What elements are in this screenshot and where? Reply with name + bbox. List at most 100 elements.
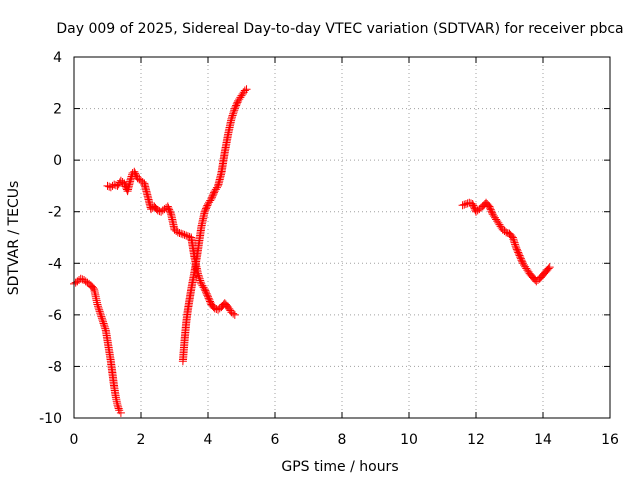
data-point (495, 220, 504, 229)
data-point (523, 266, 532, 275)
data-point (130, 167, 139, 176)
y-tick-label: -2 (48, 205, 62, 221)
data-point (488, 208, 497, 217)
x-tick-label: 6 (271, 432, 280, 448)
data-point (93, 300, 102, 309)
series-track-3 (178, 85, 251, 366)
data-point (206, 196, 215, 205)
series-track-2 (103, 167, 239, 319)
data-point (500, 227, 509, 236)
data-point (461, 199, 470, 208)
x-tick-label: 8 (338, 432, 347, 448)
data-point (212, 305, 221, 314)
data-point (237, 91, 246, 100)
data-point (76, 274, 85, 283)
y-tick-label: -10 (39, 411, 62, 427)
data-point (522, 264, 531, 273)
data-point (492, 215, 501, 224)
data-point (195, 273, 204, 282)
data-point (203, 201, 212, 210)
data-point (178, 230, 187, 239)
data-point (229, 109, 238, 118)
data-point (114, 402, 123, 411)
data-point (100, 321, 109, 330)
data-point (131, 169, 140, 178)
data-point (458, 201, 467, 210)
data-point (511, 242, 520, 251)
x-tick-labels: 0 2 4 6 8 10 12 14 16 (70, 432, 619, 448)
data-point (545, 263, 554, 272)
series-track-1 (70, 274, 125, 417)
y-tick-label: -6 (48, 308, 62, 324)
data-point (97, 312, 106, 321)
y-tick-label: 4 (53, 50, 62, 66)
data-point (228, 113, 237, 122)
data-point (518, 257, 527, 266)
x-axis-label: GPS time / hours (281, 459, 398, 475)
data-point (494, 218, 503, 227)
x-tick-label: 16 (601, 432, 619, 448)
y-tick-label: 2 (53, 102, 62, 118)
data-point (105, 182, 114, 191)
data-point (508, 233, 517, 242)
data-point (229, 108, 238, 117)
data-point (96, 309, 105, 318)
data-point (99, 319, 108, 328)
data-point (510, 238, 519, 247)
data-point (131, 170, 140, 179)
data-point (544, 264, 553, 273)
data-point (155, 207, 164, 216)
data-point (242, 85, 251, 94)
data-point (199, 283, 208, 292)
data-point (180, 230, 189, 239)
y-tick-label: -4 (48, 256, 62, 272)
data-point (465, 198, 474, 207)
axis-ticks (73, 56, 611, 419)
data-point (94, 303, 103, 312)
data-point (100, 322, 109, 331)
data-point (99, 317, 108, 326)
data-point (511, 240, 520, 249)
x-tick-label: 4 (204, 432, 213, 448)
y-tick-labels: -10 -8 -6 -4 -2 0 2 4 (39, 50, 62, 427)
data-point (95, 305, 104, 314)
data-point (196, 278, 205, 287)
data-point (78, 275, 87, 284)
data-point (98, 316, 107, 325)
data-point (196, 276, 205, 285)
data-point (194, 271, 203, 280)
data-point (177, 229, 186, 238)
data-point (175, 228, 184, 237)
data-point (230, 106, 239, 115)
data-point (228, 111, 237, 120)
data-point (182, 231, 191, 240)
x-tick-label: 12 (467, 432, 485, 448)
data-point (173, 228, 182, 237)
x-tick-label: 2 (137, 432, 146, 448)
data-point (172, 227, 181, 236)
x-tick-label: 14 (534, 432, 552, 448)
x-tick-label: 10 (400, 432, 418, 448)
data-point (94, 302, 103, 311)
data-point (502, 228, 511, 237)
data-point (240, 86, 249, 95)
data-point (97, 314, 106, 323)
grid-lines (74, 57, 610, 418)
data-point (460, 200, 469, 209)
data-point (509, 235, 518, 244)
data-point (493, 217, 502, 226)
data-point (114, 404, 123, 413)
data-point (238, 89, 247, 98)
data-point (88, 283, 97, 292)
data-point (227, 114, 236, 123)
data-point (233, 98, 242, 107)
x-tick-label: 0 (70, 432, 79, 448)
data-point (230, 310, 239, 319)
data-point (229, 309, 238, 318)
data-point (95, 307, 104, 316)
data-marks (70, 85, 554, 417)
series-track-4 (458, 198, 554, 286)
y-tick-label: -8 (48, 359, 62, 375)
data-point (113, 401, 122, 410)
